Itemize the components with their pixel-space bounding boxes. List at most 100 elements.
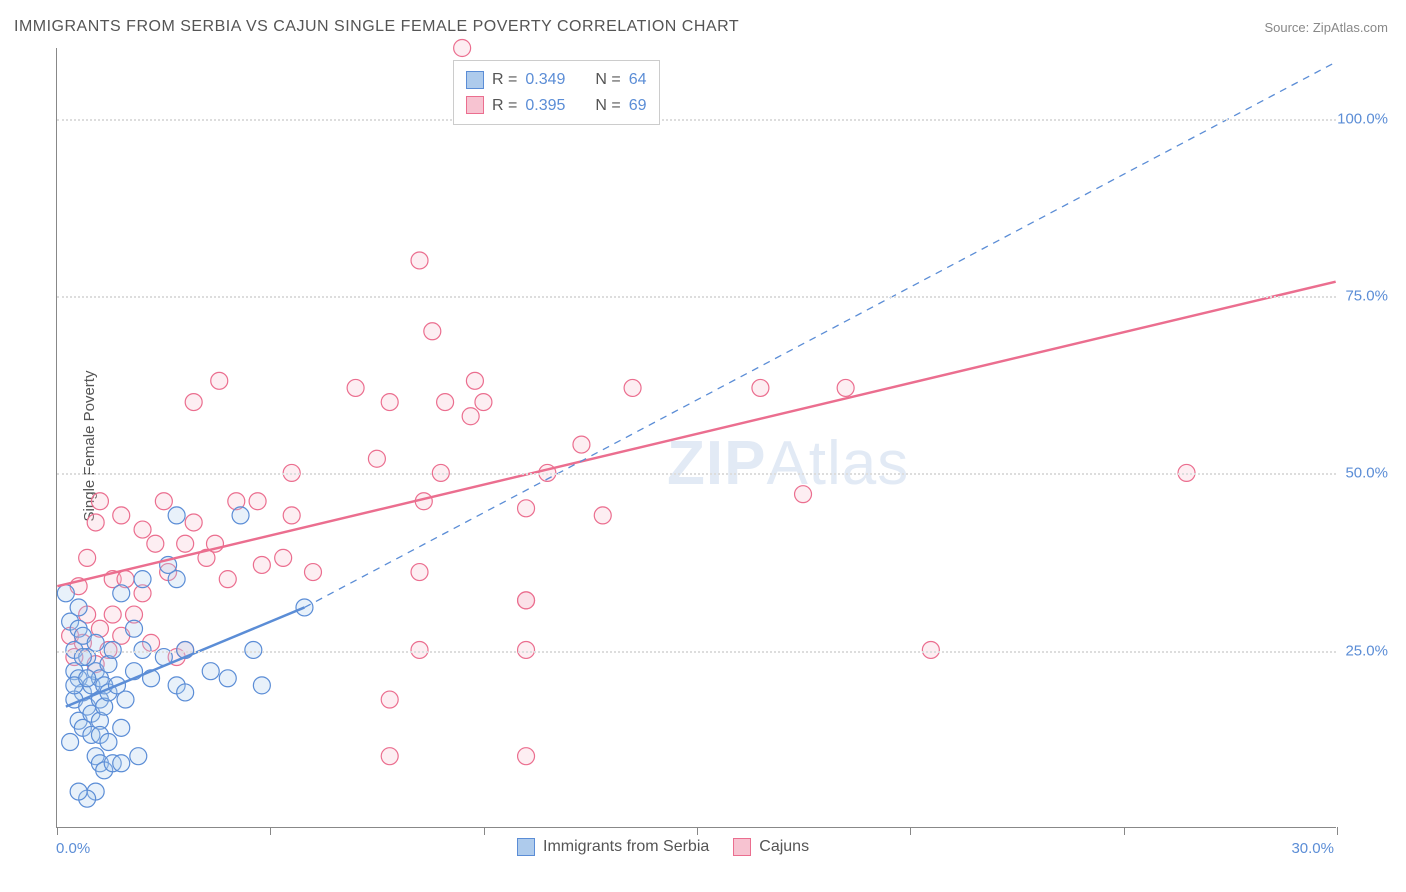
marker-serbia xyxy=(130,748,147,765)
r-value-cajuns: 0.395 xyxy=(525,93,565,119)
gridline-h xyxy=(57,473,1336,475)
marker-cajuns xyxy=(91,493,108,510)
marker-cajuns xyxy=(475,394,492,411)
marker-serbia xyxy=(202,663,219,680)
marker-cajuns xyxy=(249,493,266,510)
marker-cajuns xyxy=(185,514,202,531)
x-tick-label: 30.0% xyxy=(1291,840,1334,857)
trendline-cajuns xyxy=(57,282,1335,587)
marker-cajuns xyxy=(275,549,292,566)
trendline-dashed-serbia xyxy=(304,62,1335,607)
r-label: R = xyxy=(492,93,517,119)
marker-cajuns xyxy=(147,535,164,552)
marker-cajuns xyxy=(462,408,479,425)
marker-cajuns xyxy=(837,379,854,396)
marker-cajuns xyxy=(283,507,300,524)
y-tick-label: 50.0% xyxy=(1345,465,1388,482)
r-value-serbia: 0.349 xyxy=(525,67,565,93)
swatch-cajuns-bottom xyxy=(733,838,751,856)
marker-cajuns xyxy=(573,436,590,453)
x-tick xyxy=(697,827,698,835)
marker-cajuns xyxy=(219,571,236,588)
n-label: N = xyxy=(595,93,620,119)
marker-cajuns xyxy=(624,379,641,396)
swatch-cajuns xyxy=(466,96,484,114)
marker-cajuns xyxy=(155,493,172,510)
marker-cajuns xyxy=(594,507,611,524)
marker-serbia xyxy=(219,670,236,687)
plot-svg xyxy=(57,48,1336,827)
marker-cajuns xyxy=(381,748,398,765)
marker-cajuns xyxy=(437,394,454,411)
n-label: N = xyxy=(595,67,620,93)
marker-serbia xyxy=(177,684,194,701)
series-legend: Immigrants from Serbia Cajuns xyxy=(517,838,809,856)
source-prefix: Source: xyxy=(1264,20,1312,35)
x-tick-label: 0.0% xyxy=(56,840,90,857)
marker-cajuns xyxy=(134,521,151,538)
marker-cajuns xyxy=(185,394,202,411)
marker-cajuns xyxy=(104,606,121,623)
legend-label-serbia: Immigrants from Serbia xyxy=(543,838,709,856)
marker-cajuns xyxy=(752,379,769,396)
chart-container: IMMIGRANTS FROM SERBIA VS CAJUN SINGLE F… xyxy=(0,0,1406,892)
swatch-serbia-bottom xyxy=(517,838,535,856)
marker-cajuns xyxy=(518,500,535,517)
marker-serbia xyxy=(70,599,87,616)
x-tick xyxy=(57,827,58,835)
legend-item-serbia: Immigrants from Serbia xyxy=(517,838,709,856)
marker-serbia xyxy=(253,677,270,694)
marker-cajuns xyxy=(411,564,428,581)
legend-row-cajuns: R = 0.395 N = 69 xyxy=(466,93,647,119)
legend-row-serbia: R = 0.349 N = 64 xyxy=(466,67,647,93)
gridline-h xyxy=(57,651,1336,653)
x-tick xyxy=(1124,827,1125,835)
marker-cajuns xyxy=(381,691,398,708)
x-tick xyxy=(910,827,911,835)
marker-serbia xyxy=(113,719,130,736)
marker-cajuns xyxy=(381,394,398,411)
marker-cajuns xyxy=(253,556,270,573)
marker-cajuns xyxy=(305,564,322,581)
marker-serbia xyxy=(62,734,79,751)
legend-item-cajuns: Cajuns xyxy=(733,838,809,856)
chart-title: IMMIGRANTS FROM SERBIA VS CAJUN SINGLE F… xyxy=(14,18,739,36)
marker-cajuns xyxy=(795,486,812,503)
marker-cajuns xyxy=(79,549,96,566)
marker-serbia xyxy=(113,585,130,602)
marker-serbia xyxy=(79,670,96,687)
source-attribution: Source: ZipAtlas.com xyxy=(1264,20,1388,35)
gridline-h xyxy=(57,119,1336,121)
y-tick-label: 100.0% xyxy=(1337,110,1388,127)
marker-serbia xyxy=(100,734,117,751)
marker-serbia xyxy=(126,620,143,637)
y-tick-label: 75.0% xyxy=(1345,288,1388,305)
marker-cajuns xyxy=(518,748,535,765)
marker-serbia xyxy=(117,691,134,708)
marker-cajuns xyxy=(518,592,535,609)
marker-cajuns xyxy=(87,514,104,531)
y-tick-label: 25.0% xyxy=(1345,642,1388,659)
marker-cajuns xyxy=(347,379,364,396)
marker-cajuns xyxy=(211,372,228,389)
legend-label-cajuns: Cajuns xyxy=(759,838,809,856)
marker-serbia xyxy=(168,507,185,524)
marker-serbia xyxy=(87,634,104,651)
marker-cajuns xyxy=(411,252,428,269)
plot-area: ZIPAtlas xyxy=(56,48,1336,828)
marker-cajuns xyxy=(368,450,385,467)
marker-serbia xyxy=(57,585,74,602)
marker-cajuns xyxy=(466,372,483,389)
x-tick xyxy=(270,827,271,835)
x-tick xyxy=(1337,827,1338,835)
swatch-serbia xyxy=(466,71,484,89)
marker-cajuns xyxy=(424,323,441,340)
marker-serbia xyxy=(70,783,87,800)
marker-cajuns xyxy=(454,40,471,57)
correlation-legend: R = 0.349 N = 64 R = 0.395 N = 69 xyxy=(453,60,660,125)
marker-cajuns xyxy=(113,507,130,524)
x-tick xyxy=(484,827,485,835)
marker-serbia xyxy=(113,755,130,772)
n-value-cajuns: 69 xyxy=(629,93,647,119)
n-value-serbia: 64 xyxy=(629,67,647,93)
